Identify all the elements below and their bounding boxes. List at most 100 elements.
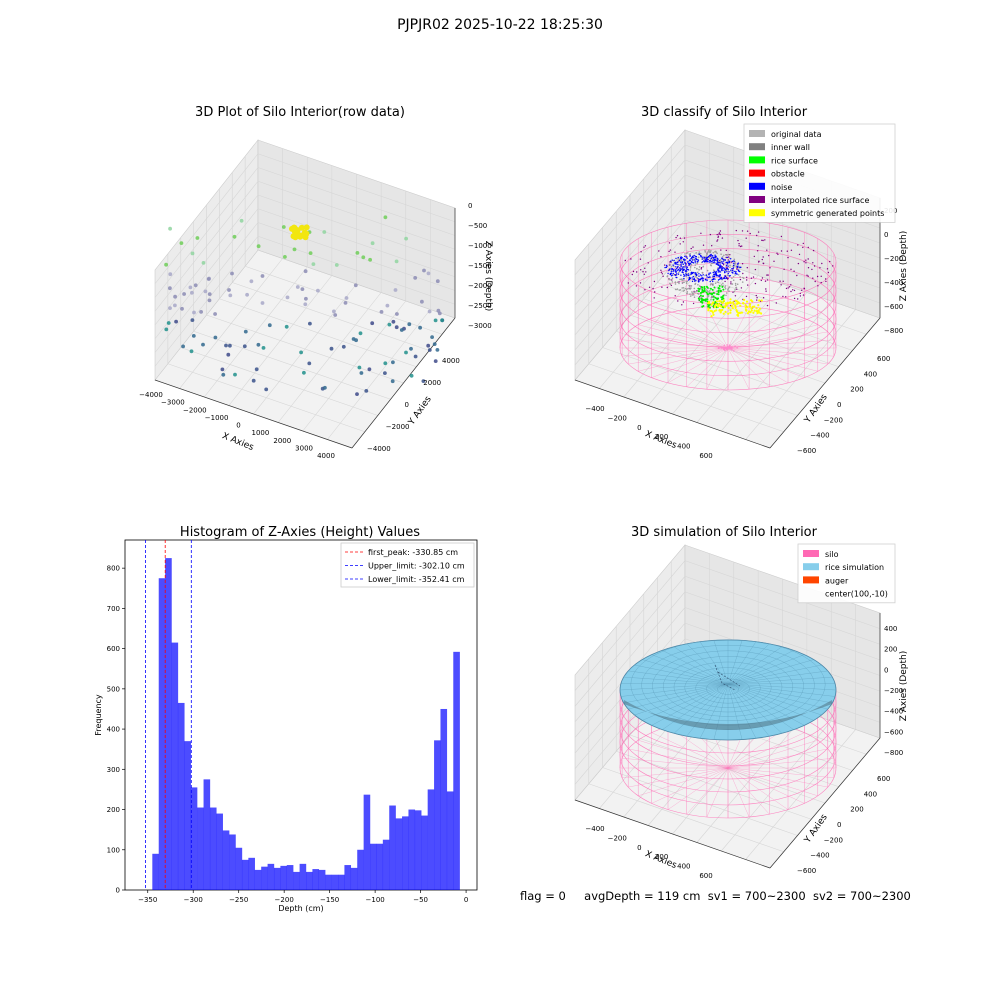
floor-point (720, 347, 723, 349)
interpolated-point (640, 251, 642, 253)
interpolated-point (799, 292, 801, 295)
noise-point (724, 271, 726, 274)
original-point (714, 282, 717, 285)
original-point (683, 279, 685, 281)
noise-point (718, 269, 720, 271)
noise-point (710, 257, 713, 259)
data-point (322, 230, 327, 234)
noise-point (694, 280, 696, 282)
interpolated-point (780, 284, 782, 286)
noise-point (704, 279, 707, 281)
grid-line (257, 180, 456, 250)
interpolated-point (677, 300, 679, 302)
histogram-bar (261, 866, 268, 890)
noise-point (685, 273, 687, 275)
interpolated-point (741, 245, 743, 247)
noise-point (717, 271, 719, 273)
interpolated-point (718, 233, 720, 235)
original-point (677, 258, 679, 260)
histogram-bar (382, 839, 390, 890)
tick-label: 600 (699, 872, 712, 880)
surface-mesh-spoke (634, 664, 729, 685)
data-point (233, 372, 237, 377)
histogram-bars (152, 558, 460, 890)
symmetric-point (710, 315, 713, 318)
noise-point (739, 270, 741, 273)
silo-floor-spoke (727, 767, 770, 815)
interpolated-point (754, 268, 757, 271)
data-point (435, 279, 440, 284)
symmetric-point (722, 312, 725, 315)
noise-point (715, 257, 717, 259)
silo-floor-spoke (651, 732, 729, 769)
symmetric-point (755, 307, 758, 310)
y-tick-labels: −4000 −2000 0 2000 4000 (367, 357, 460, 453)
noise-point (693, 254, 695, 257)
tick-label: 400 (864, 370, 877, 378)
data-point (303, 230, 310, 237)
original-point (691, 294, 694, 296)
interpolated-point (729, 254, 731, 256)
data-point (224, 343, 228, 348)
noise-point (721, 278, 723, 280)
symmetric-point (729, 301, 732, 304)
noise-point (698, 273, 700, 275)
interpolated-point (734, 295, 737, 297)
data-point (432, 342, 437, 346)
interpolated-point (797, 262, 800, 265)
noise-point (695, 258, 698, 260)
original-point (739, 276, 741, 278)
data-point (220, 367, 225, 372)
original-point (729, 264, 731, 267)
tick-label: 4000 (442, 357, 460, 365)
x-tick-label: −100 (366, 896, 385, 904)
symmetric-point (722, 299, 726, 302)
noise-point (672, 270, 674, 273)
interpolated-point (739, 245, 742, 248)
noise-point (727, 272, 729, 275)
legend-label: center(100,-10) (825, 590, 888, 599)
data-point (181, 344, 186, 349)
grid-line (574, 560, 686, 691)
original-point (742, 276, 744, 279)
interpolated-point (762, 239, 764, 242)
interpolated-point (756, 234, 758, 237)
noise-point (709, 280, 711, 283)
surface-mesh-spoke (727, 683, 794, 730)
y-tick-label: 600 (107, 645, 120, 653)
interpolated-point (727, 277, 729, 280)
data-point (353, 283, 358, 288)
silo-floor-spoke (727, 324, 818, 349)
x-tick-labels: −4000−3000−2000−1000 0 1000 2000 3000 4000 (139, 391, 335, 460)
noise-point (698, 278, 701, 281)
legend-box (340, 542, 475, 588)
noise-point (692, 262, 695, 264)
silo-floor-spoke (638, 324, 729, 349)
noise-point (726, 271, 728, 273)
legend: first_peak: -330.85 cm Upper_limit: -302.… (340, 542, 475, 588)
symmetric-point (749, 303, 752, 306)
original-point (733, 290, 736, 293)
symmetric-point (745, 300, 749, 303)
silo-floor-spoke (638, 767, 729, 796)
interpolated-point (730, 261, 732, 263)
noise-point (693, 256, 695, 259)
original-point (698, 268, 700, 271)
noise-point (693, 277, 695, 279)
x-tick-label: −50 (413, 896, 428, 904)
surface-mesh-spoke (727, 683, 837, 691)
noise-point (670, 270, 672, 273)
original-point (677, 281, 679, 284)
histogram-bar (171, 642, 179, 890)
original-point (726, 254, 728, 256)
histogram-bar (350, 867, 358, 890)
legend-label: symmetric generated points (771, 209, 884, 218)
symmetric-point (724, 302, 727, 305)
rice-surface-point (700, 297, 703, 300)
surface-mesh-spoke (623, 683, 729, 704)
legend-swatch (749, 143, 765, 151)
original-point (728, 290, 730, 293)
original-point (696, 292, 699, 295)
interpolated-point (662, 275, 664, 277)
noise-point (674, 270, 676, 272)
